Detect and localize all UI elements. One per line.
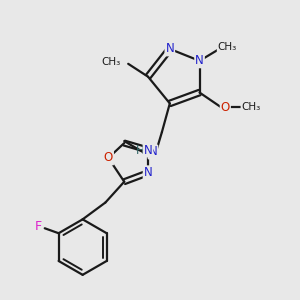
Text: N: N bbox=[148, 146, 157, 158]
Text: N: N bbox=[144, 143, 152, 157]
Text: F: F bbox=[35, 220, 42, 233]
Text: CH₃: CH₃ bbox=[218, 42, 237, 52]
Text: CH₃: CH₃ bbox=[101, 57, 120, 67]
Text: N: N bbox=[195, 54, 204, 67]
Text: N: N bbox=[144, 166, 152, 179]
Text: H: H bbox=[136, 145, 145, 158]
Text: O: O bbox=[221, 101, 230, 114]
Text: O: O bbox=[104, 152, 113, 164]
Text: CH₃: CH₃ bbox=[242, 102, 261, 112]
Text: N: N bbox=[165, 42, 174, 56]
